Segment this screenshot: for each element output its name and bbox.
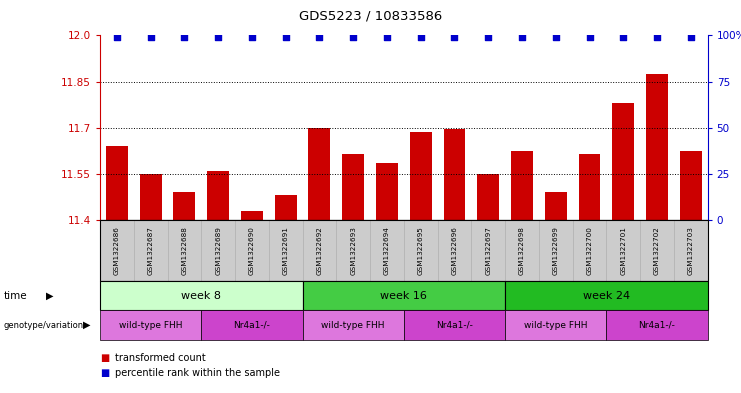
Text: GSM1322690: GSM1322690 xyxy=(249,226,255,275)
Text: Nr4a1-/-: Nr4a1-/- xyxy=(436,321,473,330)
Bar xyxy=(679,151,702,220)
Text: Nr4a1-/-: Nr4a1-/- xyxy=(639,321,676,330)
Point xyxy=(212,34,224,40)
Bar xyxy=(173,192,196,220)
Bar xyxy=(477,174,499,220)
Text: week 16: week 16 xyxy=(380,291,428,301)
Text: wild-type FHH: wild-type FHH xyxy=(322,321,385,330)
Point xyxy=(179,34,190,40)
Bar xyxy=(241,211,263,220)
Bar xyxy=(140,174,162,220)
Point xyxy=(415,34,427,40)
Bar xyxy=(612,103,634,220)
Bar xyxy=(579,154,600,220)
Text: wild-type FHH: wild-type FHH xyxy=(524,321,588,330)
Text: GSM1322703: GSM1322703 xyxy=(688,226,694,275)
Text: GSM1322699: GSM1322699 xyxy=(553,226,559,275)
Text: GSM1322701: GSM1322701 xyxy=(620,226,626,275)
Point xyxy=(651,34,663,40)
Text: GSM1322696: GSM1322696 xyxy=(451,226,457,275)
Point xyxy=(516,34,528,40)
Text: GSM1322697: GSM1322697 xyxy=(485,226,491,275)
Text: ■: ■ xyxy=(100,367,109,378)
Bar xyxy=(511,151,533,220)
Text: ▶: ▶ xyxy=(83,320,90,330)
Point xyxy=(448,34,460,40)
Text: week 24: week 24 xyxy=(583,291,630,301)
Text: GSM1322686: GSM1322686 xyxy=(114,226,120,275)
Text: GSM1322687: GSM1322687 xyxy=(147,226,153,275)
Bar xyxy=(275,195,296,220)
Point xyxy=(482,34,494,40)
Point xyxy=(348,34,359,40)
Bar xyxy=(342,154,364,220)
Text: percentile rank within the sample: percentile rank within the sample xyxy=(115,367,280,378)
Point xyxy=(685,34,697,40)
Point xyxy=(381,34,393,40)
Point xyxy=(550,34,562,40)
Bar xyxy=(444,129,465,220)
Text: week 8: week 8 xyxy=(182,291,222,301)
Text: ▶: ▶ xyxy=(46,291,53,301)
Point xyxy=(313,34,325,40)
Point xyxy=(617,34,629,40)
Text: GSM1322688: GSM1322688 xyxy=(182,226,187,275)
Text: genotype/variation: genotype/variation xyxy=(4,321,84,330)
Bar xyxy=(376,163,398,220)
Text: GDS5223 / 10833586: GDS5223 / 10833586 xyxy=(299,10,442,23)
Text: GSM1322693: GSM1322693 xyxy=(350,226,356,275)
Point xyxy=(246,34,258,40)
Bar xyxy=(207,171,229,220)
Text: GSM1322692: GSM1322692 xyxy=(316,226,322,275)
Text: GSM1322695: GSM1322695 xyxy=(418,226,424,275)
Point xyxy=(111,34,123,40)
Bar xyxy=(106,146,128,220)
Text: GSM1322691: GSM1322691 xyxy=(283,226,289,275)
Text: transformed count: transformed count xyxy=(115,353,205,363)
Text: GSM1322698: GSM1322698 xyxy=(519,226,525,275)
Text: GSM1322702: GSM1322702 xyxy=(654,226,660,275)
Point xyxy=(144,34,156,40)
Bar xyxy=(545,192,567,220)
Text: Nr4a1-/-: Nr4a1-/- xyxy=(233,321,270,330)
Point xyxy=(280,34,292,40)
Text: GSM1322689: GSM1322689 xyxy=(215,226,221,275)
Text: ■: ■ xyxy=(100,353,109,363)
Text: time: time xyxy=(4,291,27,301)
Bar xyxy=(646,74,668,220)
Bar xyxy=(308,128,330,220)
Text: wild-type FHH: wild-type FHH xyxy=(119,321,182,330)
Point xyxy=(584,34,596,40)
Text: GSM1322694: GSM1322694 xyxy=(384,226,390,275)
Bar xyxy=(410,132,432,220)
Text: GSM1322700: GSM1322700 xyxy=(587,226,593,275)
